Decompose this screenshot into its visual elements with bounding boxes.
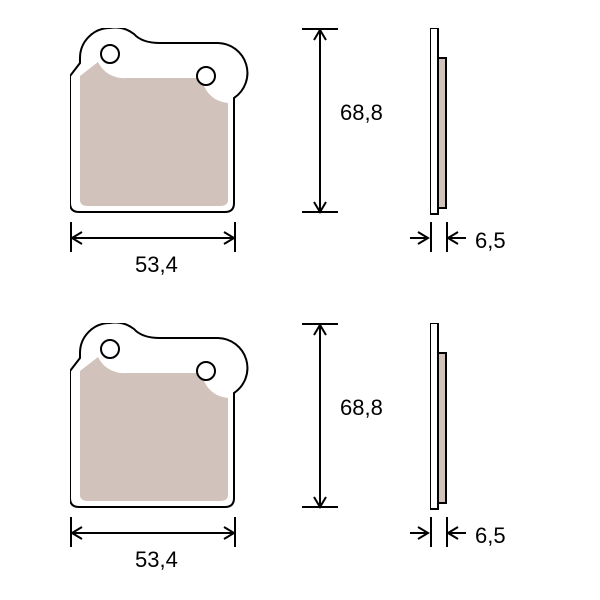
dim-thick-line <box>410 525 470 541</box>
pad-front-face <box>70 323 260 543</box>
diagram-page: 53,4 68,8 6,5 <box>0 0 600 600</box>
pad-side-profile <box>430 28 460 216</box>
dim-thick-line <box>410 230 470 246</box>
dim-thick-label: 6,5 <box>475 523 506 549</box>
dim-width-line <box>68 525 238 541</box>
pad-group-1: 53,4 68,8 6,5 <box>0 0 600 300</box>
pad-side-profile <box>430 323 460 511</box>
pad-group-2: 53,4 68,8 6,5 <box>0 295 600 595</box>
dim-thick-label: 6,5 <box>475 228 506 254</box>
dim-height-label: 68,8 <box>340 395 383 421</box>
dim-height-label: 68,8 <box>340 100 383 126</box>
dim-height-line <box>312 321 328 511</box>
dim-width-line <box>68 230 238 246</box>
dim-width-label: 53,4 <box>135 547 178 573</box>
dim-width-label: 53,4 <box>135 252 178 278</box>
dim-height-line <box>312 26 328 216</box>
pad-front-face <box>70 28 260 248</box>
